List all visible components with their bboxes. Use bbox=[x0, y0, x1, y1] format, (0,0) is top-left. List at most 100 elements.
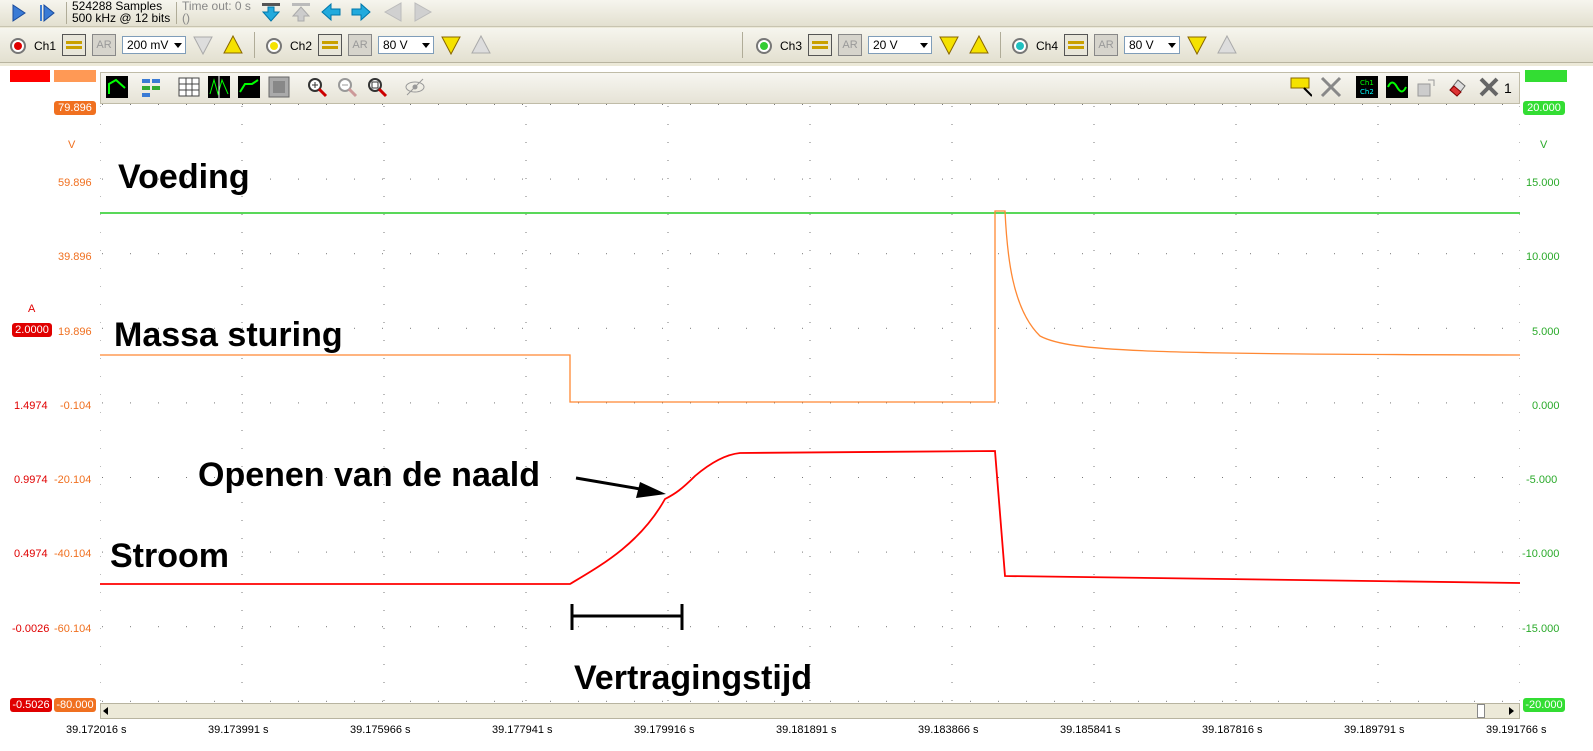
massa-sturing-trace bbox=[100, 210, 1520, 403]
ch3-label: Ch3 bbox=[780, 39, 803, 53]
svg-text:Ch2: Ch2 bbox=[1360, 88, 1374, 96]
arrow-right-icon[interactable] bbox=[350, 1, 372, 23]
ch1-indicator-icon[interactable] bbox=[10, 38, 26, 54]
zoom-out-icon[interactable] bbox=[336, 76, 358, 98]
ch2-axis-tick: 39.896 bbox=[58, 251, 92, 263]
time-axis-tick: 39.175966 s bbox=[350, 724, 411, 736]
expand-icon[interactable] bbox=[1416, 76, 1438, 98]
ch3-axis-min-badge[interactable]: -20.000 bbox=[1523, 698, 1565, 712]
ch2-axis-tick: -40.104 bbox=[54, 548, 92, 560]
ch3-range-select[interactable]: 20 V bbox=[868, 36, 932, 54]
ch1-axis-max-badge[interactable]: 2.0000 bbox=[12, 323, 52, 337]
ch2-axis-min-badge[interactable]: -80.000 bbox=[54, 698, 96, 712]
openen-naald-label: Openen van de naald bbox=[198, 456, 540, 494]
ch2-range-select[interactable]: 80 V bbox=[378, 36, 434, 54]
ch4-coupling-button[interactable] bbox=[1064, 34, 1088, 56]
ch3-axis-tick: -5.000 bbox=[1526, 474, 1558, 486]
ch1-up-icon[interactable] bbox=[222, 34, 244, 56]
ch2-autorange-button[interactable]: AR bbox=[348, 34, 372, 56]
eraser-icon[interactable] bbox=[1446, 76, 1468, 98]
ch1-down-icon[interactable] bbox=[192, 34, 214, 56]
graph-type-icon[interactable] bbox=[106, 76, 128, 98]
ch4-range-select[interactable]: 80 V bbox=[1124, 36, 1180, 54]
ch3-axis-tick: 5.000 bbox=[1532, 326, 1560, 338]
ch1-coupling-button[interactable] bbox=[62, 34, 86, 56]
scroll-right-icon[interactable] bbox=[1509, 707, 1514, 715]
ch1-axis-tick: 1.4974 bbox=[14, 400, 48, 412]
ch3-up-icon[interactable] bbox=[968, 34, 990, 56]
grid-icon[interactable] bbox=[268, 76, 290, 98]
time-axis-tick: 39.177941 s bbox=[492, 724, 553, 736]
status-parens: () bbox=[182, 11, 190, 25]
ch2-down-icon[interactable] bbox=[440, 34, 462, 56]
ch2-axis-tick: -60.104 bbox=[54, 623, 92, 635]
ch3-down-icon[interactable] bbox=[938, 34, 960, 56]
ch1-label: Ch1 bbox=[34, 39, 57, 53]
sample-count: 524288 Samples bbox=[72, 0, 163, 13]
cursor-icon[interactable] bbox=[208, 76, 230, 98]
ch1-axis-color-bar bbox=[10, 70, 50, 82]
scroll-thumb[interactable] bbox=[1477, 704, 1485, 718]
ch3-axis-tick: 10.000 bbox=[1526, 251, 1560, 263]
time-scrollbar[interactable] bbox=[100, 703, 1520, 719]
single-run-icon[interactable] bbox=[36, 2, 58, 24]
acquisition-toolbar: 524288 Samples 500 kHz @ 12 bits Time ou… bbox=[0, 0, 1593, 27]
channel-toolbar bbox=[0, 28, 1593, 63]
scroll-left-icon[interactable] bbox=[103, 707, 108, 715]
ch1-axis-tick: 0.9974 bbox=[14, 474, 48, 486]
upload-icon[interactable] bbox=[290, 1, 312, 23]
previous-icon[interactable] bbox=[382, 1, 404, 23]
sample-rate: 500 kHz @ 12 bits bbox=[72, 11, 171, 25]
ch3-coupling-button[interactable] bbox=[808, 34, 832, 56]
ch3-indicator-icon[interactable] bbox=[756, 38, 772, 54]
ch1-axis-min-badge[interactable]: -0.5026 bbox=[10, 698, 52, 712]
close-icon[interactable] bbox=[1478, 76, 1500, 98]
table-view-icon[interactable] bbox=[178, 76, 200, 98]
scope-window bbox=[0, 66, 1593, 751]
ch4-down-icon[interactable] bbox=[1186, 34, 1208, 56]
stroom-trace bbox=[100, 450, 1520, 585]
disconnect-icon[interactable] bbox=[1320, 76, 1342, 98]
ch2-indicator-icon[interactable] bbox=[266, 38, 282, 54]
measure-icon[interactable] bbox=[238, 76, 260, 98]
ch1-autorange-button[interactable]: AR bbox=[92, 34, 116, 56]
ch4-up-icon[interactable] bbox=[1216, 34, 1238, 56]
ch2-axis-tick: 19.896 bbox=[58, 326, 92, 338]
time-axis-tick: 39.173991 s bbox=[208, 724, 269, 736]
ch4-label: Ch4 bbox=[1036, 39, 1059, 53]
ch3-autorange-button[interactable]: AR bbox=[838, 34, 862, 56]
stroom-label: Stroom bbox=[110, 537, 229, 575]
vertragingstijd-label: Vertragingstijd bbox=[574, 659, 813, 697]
plot-toolbar bbox=[100, 72, 1520, 104]
ch2-label: Ch2 bbox=[290, 39, 313, 53]
channel-list-icon[interactable] bbox=[140, 76, 162, 98]
ch2-coupling-button[interactable] bbox=[318, 34, 342, 56]
ch1-range-select[interactable]: 200 mV bbox=[122, 36, 186, 54]
waveform-plot[interactable] bbox=[100, 104, 1520, 702]
download-icon[interactable] bbox=[260, 1, 282, 23]
ch2-axis-unit: V bbox=[68, 139, 76, 151]
ch2-axis-color-bar bbox=[54, 70, 96, 82]
time-axis-tick: 39.187816 s bbox=[1202, 724, 1263, 736]
next-icon[interactable] bbox=[412, 1, 434, 23]
time-axis-tick: 39.172016 s bbox=[66, 724, 127, 736]
play-icon[interactable] bbox=[8, 2, 30, 24]
zoom-in-icon[interactable] bbox=[306, 76, 328, 98]
timeout-label: Time out: 0 s bbox=[182, 0, 251, 13]
zoom-fit-icon[interactable] bbox=[366, 76, 388, 98]
annotation-icon[interactable] bbox=[1290, 76, 1312, 98]
ch3-axis-tick: -10.000 bbox=[1522, 548, 1560, 560]
arrow-left-icon[interactable] bbox=[320, 1, 342, 23]
ch3-axis-max-badge[interactable]: 20.000 bbox=[1523, 101, 1565, 115]
svg-text:Ch1: Ch1 bbox=[1360, 79, 1374, 87]
channel-legend-icon[interactable]: Ch1 Ch2 bbox=[1356, 76, 1378, 98]
ch2-axis-tick: 59.896 bbox=[58, 177, 92, 189]
ch2-up-icon[interactable] bbox=[470, 34, 492, 56]
ch4-autorange-button[interactable]: AR bbox=[1094, 34, 1118, 56]
ch4-indicator-icon[interactable] bbox=[1012, 38, 1028, 54]
plot-grid bbox=[100, 104, 1520, 702]
eye-hidden-icon[interactable] bbox=[404, 76, 426, 98]
signal-icon[interactable] bbox=[1386, 76, 1408, 98]
time-axis-tick: 39.191766 s bbox=[1486, 724, 1547, 736]
ch2-axis-max-badge[interactable]: 79.896 bbox=[54, 101, 96, 115]
